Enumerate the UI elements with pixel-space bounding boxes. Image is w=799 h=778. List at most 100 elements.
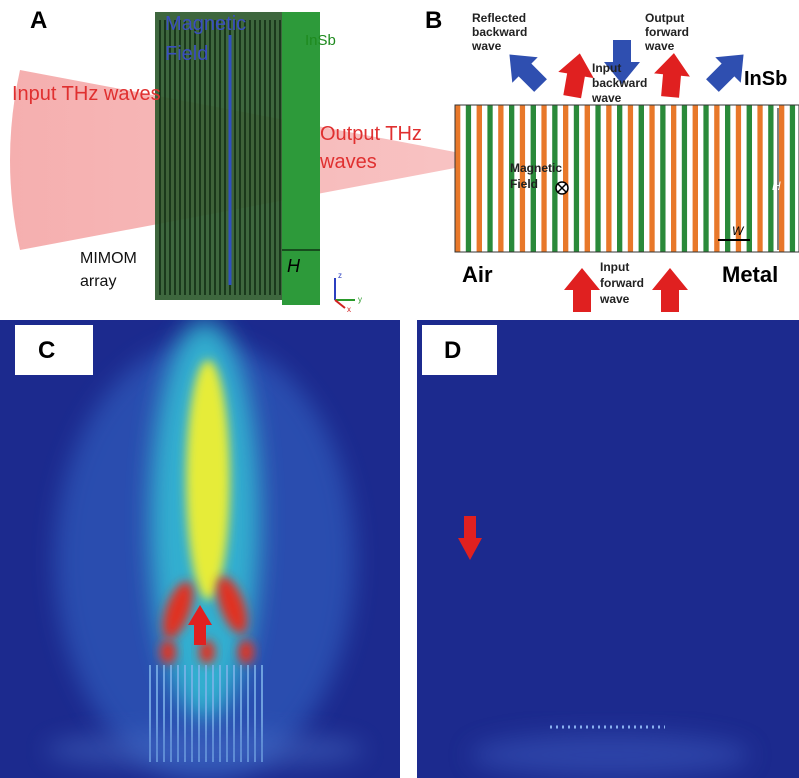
arrow — [497, 42, 554, 99]
annotation: wave — [644, 39, 675, 53]
annotation: backward — [592, 76, 647, 90]
annotation: Air — [462, 262, 493, 287]
panel-label: B — [425, 7, 442, 34]
annotation: waves — [319, 151, 377, 173]
panel-a: A Magnetic Field InSb Input THz waves Ou… — [10, 7, 455, 314]
annotation: H — [772, 179, 781, 193]
stripe — [676, 105, 681, 252]
annotation: Field — [510, 177, 538, 191]
stripe — [482, 105, 487, 252]
arrow — [564, 268, 600, 312]
stripe — [617, 105, 622, 252]
stripe — [644, 105, 649, 252]
annotation: Magnetic — [510, 161, 562, 175]
panel-b: B Reflected backward wave Output forward… — [425, 7, 799, 312]
stripe — [714, 105, 719, 252]
field-substrate — [470, 733, 750, 777]
annotation: backward — [472, 25, 527, 39]
field-beam-core — [186, 360, 230, 600]
field-lobe — [160, 640, 176, 664]
stripe — [466, 105, 471, 252]
stripe — [666, 105, 671, 252]
annotation: Output THz — [320, 123, 422, 145]
field-substrate — [45, 730, 365, 770]
stripe — [795, 105, 799, 252]
panel-label: A — [30, 7, 47, 34]
annotation: InSb — [305, 32, 336, 49]
panel-label: C — [38, 337, 55, 364]
stripe — [725, 105, 730, 252]
annotation: forward — [645, 25, 689, 39]
stripe — [639, 105, 644, 252]
stripe — [552, 105, 557, 252]
stripe — [747, 105, 752, 252]
stripe — [498, 105, 503, 252]
stripe — [487, 105, 492, 252]
stripe — [606, 105, 611, 252]
arrow — [652, 268, 688, 312]
stripe — [622, 105, 627, 252]
stripe — [752, 105, 757, 252]
annotation: Reflected — [472, 11, 526, 25]
stripe — [698, 105, 703, 252]
annotation: Field — [165, 43, 208, 65]
stripe — [790, 105, 795, 252]
annotation: array — [80, 273, 116, 290]
annotation: InSb — [744, 68, 787, 90]
stripe — [628, 105, 633, 252]
stripe — [547, 105, 552, 252]
annotation: Magnetic — [165, 13, 246, 35]
annotation: wave — [591, 91, 622, 105]
stripe — [693, 105, 698, 252]
annotation: wave — [599, 292, 630, 306]
annotation: forward — [600, 276, 644, 290]
stripe — [541, 105, 546, 252]
annotation: Metal — [722, 262, 778, 287]
stripe — [703, 105, 708, 252]
annotation: W — [732, 224, 745, 238]
stripe — [649, 105, 654, 252]
stripe — [682, 105, 687, 252]
stripe — [504, 105, 509, 252]
stripe — [585, 105, 590, 252]
annotation: Input — [600, 260, 629, 274]
field-lobe — [238, 640, 254, 664]
stripe — [568, 105, 573, 252]
stripe — [660, 105, 665, 252]
stripe — [720, 105, 725, 252]
stripe — [763, 105, 768, 252]
stripe — [460, 105, 465, 252]
axis-label: z — [338, 271, 342, 280]
stripe — [709, 105, 714, 252]
stripe — [687, 105, 692, 252]
annotation: Input THz waves — [12, 83, 161, 105]
stripe — [574, 105, 579, 252]
annotation: MIMOM — [80, 250, 137, 267]
annotation: wave — [471, 39, 502, 53]
stripe — [784, 105, 789, 252]
annotation: Input — [592, 61, 621, 75]
stripe — [612, 105, 617, 252]
stripe — [671, 105, 676, 252]
panel-d: D — [417, 320, 799, 778]
stripe — [633, 105, 638, 252]
stripe — [579, 105, 584, 252]
stripe — [601, 105, 606, 252]
axis-label: y — [358, 295, 362, 304]
stripe — [455, 105, 460, 252]
stripe — [563, 105, 568, 252]
stripe — [477, 105, 482, 252]
stripe — [590, 105, 595, 252]
panel-c: C — [0, 320, 400, 778]
annotation: H — [287, 256, 301, 276]
arrow — [652, 52, 692, 99]
panel-label: D — [444, 337, 461, 364]
axis-label: x — [347, 305, 351, 314]
stripe — [493, 105, 498, 252]
stripe — [757, 105, 762, 252]
stripe — [471, 105, 476, 252]
metasurface-stripes — [455, 105, 799, 252]
axis-arrow — [335, 300, 345, 308]
stripe — [655, 105, 660, 252]
stripe — [558, 105, 563, 252]
